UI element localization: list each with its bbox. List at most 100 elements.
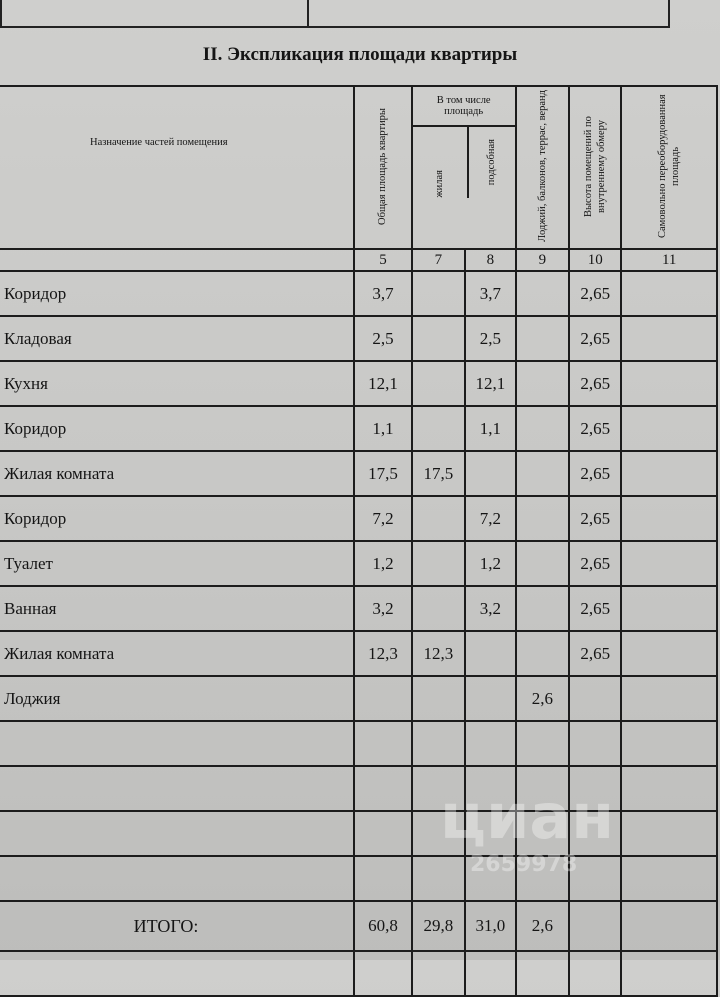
cell-height — [568, 675, 623, 722]
cell-aux: 1,2 — [464, 540, 517, 587]
table-row — [0, 810, 718, 857]
cell-living — [410, 675, 467, 722]
cell-aux — [464, 675, 517, 722]
cell-living — [410, 540, 467, 587]
cell-height: 2,65 — [568, 495, 623, 542]
table-row — [0, 720, 718, 767]
cell-living — [410, 495, 467, 542]
cell-aux: 7,2 — [464, 495, 517, 542]
table-row: Лоджия 2,6 — [0, 675, 718, 722]
header-purpose: Назначение частей помещения — [0, 85, 356, 250]
cell-name: Ванная — [0, 585, 356, 632]
cell-height: 2,65 — [568, 315, 623, 362]
totals-aux: 31,0 — [464, 900, 517, 952]
cell-aux — [464, 450, 517, 497]
column-number: 10 — [568, 248, 623, 272]
cell-unauth — [620, 450, 718, 497]
column-number: 5 — [353, 248, 413, 272]
header-including: В том числе площадь жилая подсобная — [410, 85, 517, 250]
cell-aux: 1,1 — [464, 405, 517, 452]
cell-total — [353, 765, 413, 812]
table-row: Коридор 1,1 1,1 2,65 — [0, 405, 718, 452]
cell-aux — [464, 765, 517, 812]
totals-living: 29,8 — [410, 900, 467, 952]
cell-height — [568, 720, 623, 767]
column-number-empty — [0, 248, 356, 272]
header-loggias: Лоджий, балконов, террас, веранд — [514, 85, 571, 250]
totals-row: ИТОГО: 60,8 29,8 31,0 2,6 — [0, 900, 718, 952]
column-number: 11 — [620, 248, 718, 272]
cell-total: 2,5 — [353, 315, 413, 362]
totals-label: ИТОГО: — [0, 900, 356, 952]
cell-height: 2,65 — [568, 360, 623, 407]
table-row: Кухня 12,1 12,1 2,65 — [0, 360, 718, 407]
cell-total — [353, 855, 413, 902]
cell-loggia — [514, 720, 571, 767]
cell-loggia — [514, 540, 571, 587]
cell-height: 2,65 — [568, 540, 623, 587]
header-row: Назначение частей помещения Общая площад… — [0, 85, 718, 250]
cell-living — [410, 270, 467, 317]
cell-unauth — [620, 540, 718, 587]
cell-loggia — [514, 495, 571, 542]
cell-living — [410, 765, 467, 812]
header-living: жилая — [413, 127, 469, 198]
cell-loggia — [514, 270, 571, 317]
cell-total: 1,2 — [353, 540, 413, 587]
table-row: Жилая комната 17,5 17,5 2,65 — [0, 450, 718, 497]
header-total: Общая площадь квартиры — [353, 85, 413, 250]
cell-living — [410, 405, 467, 452]
cell-name — [0, 855, 356, 902]
cell-name: Жилая комната — [0, 450, 356, 497]
cell-name: Коридор — [0, 495, 356, 542]
table-row — [0, 765, 718, 812]
column-number: 7 — [410, 248, 467, 272]
cell-loggia — [514, 360, 571, 407]
cell-height: 2,65 — [568, 450, 623, 497]
totals-total: 60,8 — [353, 900, 413, 952]
cell-aux: 12,1 — [464, 360, 517, 407]
cell-name: Кладовая — [0, 315, 356, 362]
cell-aux — [464, 855, 517, 902]
cell-unauth — [620, 315, 718, 362]
header-unauthorized: Самовольно переоборудованная площадь — [620, 85, 718, 250]
cell-loggia — [514, 630, 571, 677]
cell-living — [410, 360, 467, 407]
header-including-label: В том числе площадь — [412, 87, 515, 127]
header-auxiliary: подсобная — [486, 139, 498, 186]
cell-aux — [464, 810, 517, 857]
cell-height: 2,65 — [568, 630, 623, 677]
cell-name — [0, 810, 356, 857]
cell-loggia — [514, 585, 571, 632]
table-row — [0, 950, 718, 997]
cell-height: 2,65 — [568, 405, 623, 452]
cell-height — [568, 810, 623, 857]
cell-living — [410, 315, 467, 362]
table-row: Коридор 3,7 3,7 2,65 — [0, 270, 718, 317]
cell-unauth — [620, 360, 718, 407]
top-form-box — [0, 0, 670, 28]
explication-table: Назначение частей помещения Общая площад… — [0, 85, 718, 997]
cell-living — [410, 810, 467, 857]
cell-unauth — [620, 765, 718, 812]
cell-name: Лоджия — [0, 675, 356, 722]
cell-total: 3,7 — [353, 270, 413, 317]
cell-unauth — [620, 675, 718, 722]
cell-total: 3,2 — [353, 585, 413, 632]
column-number: 8 — [464, 248, 517, 272]
column-number: 9 — [514, 248, 571, 272]
cell-loggia — [514, 765, 571, 812]
cell-loggia — [514, 810, 571, 857]
cell-total: 12,3 — [353, 630, 413, 677]
cell-height: 2,65 — [568, 585, 623, 632]
cell-total: 1,1 — [353, 405, 413, 452]
cell-living — [410, 585, 467, 632]
cell-loggia: 2,6 — [514, 675, 571, 722]
cell-total: 12,1 — [353, 360, 413, 407]
cell-unauth — [620, 855, 718, 902]
cell-loggia — [514, 855, 571, 902]
table-row: Жилая комната 12,3 12,3 2,65 — [0, 630, 718, 677]
cell-aux: 3,7 — [464, 270, 517, 317]
cell-height — [568, 765, 623, 812]
cell-name: Кухня — [0, 360, 356, 407]
